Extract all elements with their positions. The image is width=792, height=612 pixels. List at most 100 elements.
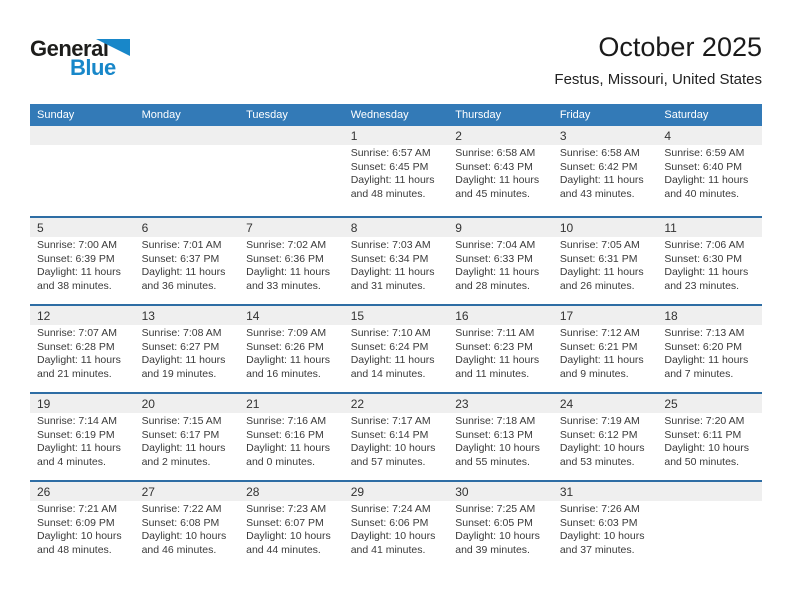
sunrise-line: Sunrise: 7:24 AM — [350, 503, 431, 515]
day-number: 19 — [37, 396, 51, 411]
weekday-header-tuesday: Tuesday — [246, 109, 288, 121]
day-number: 22 — [350, 396, 365, 411]
day-cell: Sunrise: 7:14 AM Sunset: 6:19 PM Daylight:… — [30, 413, 135, 469]
day-cell: Sunrise: 7:05 AM Sunset: 6:31 PM Daylight:… — [553, 237, 658, 293]
empty-day-cell — [135, 145, 240, 201]
sunset-line: Sunset: 6:36 PM — [246, 252, 324, 265]
sunset-line: Sunset: 6:28 PM — [37, 340, 115, 353]
sunset-line: Sunset: 6:30 PM — [664, 252, 743, 265]
sunrise-line: Sunrise: 7:06 AM — [664, 239, 745, 251]
sunset-line: Sunset: 6:34 PM — [350, 252, 429, 265]
day-number: 6 — [141, 220, 149, 235]
empty-day-cell — [657, 501, 762, 557]
sunset-line: Sunset: 6:33 PM — [455, 252, 533, 265]
daylight-line: Daylight: 11 hours and 40 minutes. — [664, 174, 749, 200]
sunset-line: Sunset: 6:21 PM — [559, 340, 638, 353]
weekday-header-wednesday: Wednesday — [350, 109, 409, 121]
day-cell: Sunrise: 7:02 AM Sunset: 6:36 PM Daylight:… — [239, 237, 344, 293]
daylight-line: Daylight: 11 hours and 48 minutes. — [350, 174, 435, 200]
week-row: 12 13 14 15 16 17 18 Sunrise: 7:07 AM Sunset: 6:… — [30, 304, 762, 392]
day-number: 4 — [664, 128, 672, 143]
daylight-line: Daylight: 11 hours and 0 minutes. — [246, 442, 330, 468]
daylight-line: Daylight: 11 hours and 45 minutes. — [455, 174, 540, 200]
sunrise-line: Sunrise: 6:58 AM — [455, 147, 536, 159]
sunrise-line: Sunrise: 6:59 AM — [664, 147, 745, 159]
title-block: October 2025 Festus, Missouri, United St… — [262, 30, 762, 88]
day-number: 18 — [664, 308, 678, 323]
day-number: 13 — [141, 308, 155, 323]
day-number: 27 — [141, 484, 155, 499]
sunrise-line: Sunrise: 7:20 AM — [664, 415, 745, 427]
weekday-header-saturday: Saturday — [664, 109, 709, 121]
sunset-line: Sunset: 6:12 PM — [559, 428, 638, 441]
daylight-line: Daylight: 11 hours and 38 minutes. — [37, 266, 121, 292]
day-cell: Sunrise: 7:13 AM Sunset: 6:20 PM Daylight:… — [657, 325, 762, 381]
day-number-band: 26 27 28 29 30 31 — [30, 482, 762, 501]
sunset-line: Sunset: 6:03 PM — [559, 516, 638, 529]
day-cell: Sunrise: 7:06 AM Sunset: 6:30 PM Daylight:… — [657, 237, 762, 293]
daylight-line: Daylight: 10 hours and 39 minutes. — [455, 530, 540, 556]
sunrise-line: Sunrise: 7:04 AM — [455, 239, 536, 251]
daylight-line: Daylight: 10 hours and 55 minutes. — [455, 442, 540, 468]
daylight-line: Daylight: 11 hours and 9 minutes. — [559, 354, 644, 380]
daylight-line: Daylight: 11 hours and 11 minutes. — [455, 354, 540, 380]
sunrise-line: Sunrise: 6:58 AM — [559, 147, 640, 159]
day-number: 31 — [559, 484, 574, 499]
day-cell: Sunrise: 7:04 AM Sunset: 6:33 PM Daylight:… — [448, 237, 553, 293]
day-cell: Sunrise: 7:12 AM Sunset: 6:21 PM Daylight:… — [553, 325, 658, 381]
day-cell: Sunrise: 7:23 AM Sunset: 6:07 PM Daylight:… — [239, 501, 344, 557]
daylight-line: Daylight: 11 hours and 16 minutes. — [246, 354, 330, 380]
sunset-line: Sunset: 6:43 PM — [455, 160, 533, 173]
sunrise-line: Sunrise: 7:19 AM — [559, 415, 640, 427]
day-details-band: Sunrise: 6:57 AM Sunset: 6:45 PM Daylight:… — [30, 145, 762, 201]
daylight-line: Daylight: 11 hours and 36 minutes. — [141, 266, 226, 292]
page-subtitle: Festus, Missouri, United States — [554, 71, 762, 88]
daylight-line: Daylight: 11 hours and 7 minutes. — [664, 354, 749, 380]
sunset-line: Sunset: 6:23 PM — [455, 340, 533, 353]
daylight-line: Daylight: 10 hours and 57 minutes. — [350, 442, 436, 468]
empty-day-cell — [30, 145, 135, 201]
week-row: 19 20 21 22 23 24 25 Sunrise: 7:14 AM Sunset: 6:… — [30, 392, 762, 480]
day-number: 5 — [37, 220, 44, 235]
page-header: General Blue October 2025 Festus, Missou… — [30, 30, 762, 102]
day-cell: Sunrise: 6:58 AM Sunset: 6:42 PM Daylight:… — [553, 145, 658, 201]
day-cell: Sunrise: 7:00 AM Sunset: 6:39 PM Daylight:… — [30, 237, 135, 293]
weekday-header-friday: Friday — [559, 109, 591, 121]
day-cell: Sunrise: 7:17 AM Sunset: 6:14 PM Daylight:… — [344, 413, 449, 469]
daylight-line: Daylight: 11 hours and 31 minutes. — [350, 266, 435, 292]
week-row: 26 27 28 29 30 31 Sunrise: 7:21 AM Sunset: 6:09… — [30, 480, 762, 568]
day-cell: Sunrise: 7:10 AM Sunset: 6:24 PM Daylight:… — [344, 325, 449, 381]
sunrise-line: Sunrise: 6:57 AM — [350, 147, 431, 159]
sunset-line: Sunset: 6:37 PM — [141, 252, 220, 265]
day-cell: Sunrise: 7:09 AM Sunset: 6:26 PM Daylight:… — [239, 325, 344, 381]
day-cell: Sunrise: 7:20 AM Sunset: 6:11 PM Daylight:… — [657, 413, 762, 469]
sunset-line: Sunset: 6:45 PM — [350, 160, 429, 173]
day-details-band: Sunrise: 7:21 AM Sunset: 6:09 PM Daylight:… — [30, 501, 762, 557]
day-number: 11 — [664, 220, 677, 235]
sunrise-line: Sunrise: 7:16 AM — [246, 415, 327, 427]
sunset-line: Sunset: 6:06 PM — [350, 516, 429, 529]
sunrise-line: Sunrise: 7:07 AM — [37, 327, 117, 339]
sunrise-line: Sunrise: 7:17 AM — [350, 415, 431, 427]
daylight-line: Daylight: 10 hours and 53 minutes. — [559, 442, 645, 468]
day-number: 15 — [350, 308, 365, 323]
daylight-line: Daylight: 10 hours and 46 minutes. — [141, 530, 227, 556]
day-number: 21 — [246, 396, 260, 411]
day-number: 3 — [559, 128, 567, 143]
week-row: 5 6 7 8 9 10 11 Sunrise: 7:00 AM Sunset: 6:39 PM… — [30, 216, 762, 304]
day-cell: Sunrise: 7:16 AM Sunset: 6:16 PM Daylight:… — [239, 413, 344, 469]
day-cell: Sunrise: 7:18 AM Sunset: 6:13 PM Daylight:… — [448, 413, 553, 469]
daylight-line: Daylight: 10 hours and 41 minutes. — [350, 530, 436, 556]
daylight-line: Daylight: 11 hours and 43 minutes. — [559, 174, 644, 200]
sunrise-line: Sunrise: 7:00 AM — [37, 239, 117, 251]
sunset-line: Sunset: 6:24 PM — [350, 340, 429, 353]
sunset-line: Sunset: 6:08 PM — [141, 516, 220, 529]
sunset-line: Sunset: 6:39 PM — [37, 252, 115, 265]
day-number-band: 12 13 14 15 16 17 18 — [30, 306, 762, 325]
sunset-line: Sunset: 6:05 PM — [455, 516, 533, 529]
daylight-line: Daylight: 10 hours and 50 minutes. — [664, 442, 750, 468]
sunrise-line: Sunrise: 7:26 AM — [559, 503, 640, 515]
sunset-line: Sunset: 6:40 PM — [664, 160, 743, 173]
day-cell: Sunrise: 7:03 AM Sunset: 6:34 PM Daylight:… — [344, 237, 449, 293]
daylight-line: Daylight: 11 hours and 2 minutes. — [141, 442, 226, 468]
